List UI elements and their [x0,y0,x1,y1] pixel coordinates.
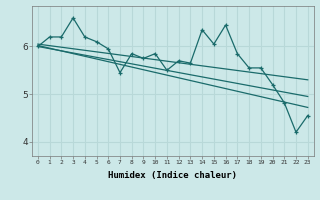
X-axis label: Humidex (Indice chaleur): Humidex (Indice chaleur) [108,171,237,180]
